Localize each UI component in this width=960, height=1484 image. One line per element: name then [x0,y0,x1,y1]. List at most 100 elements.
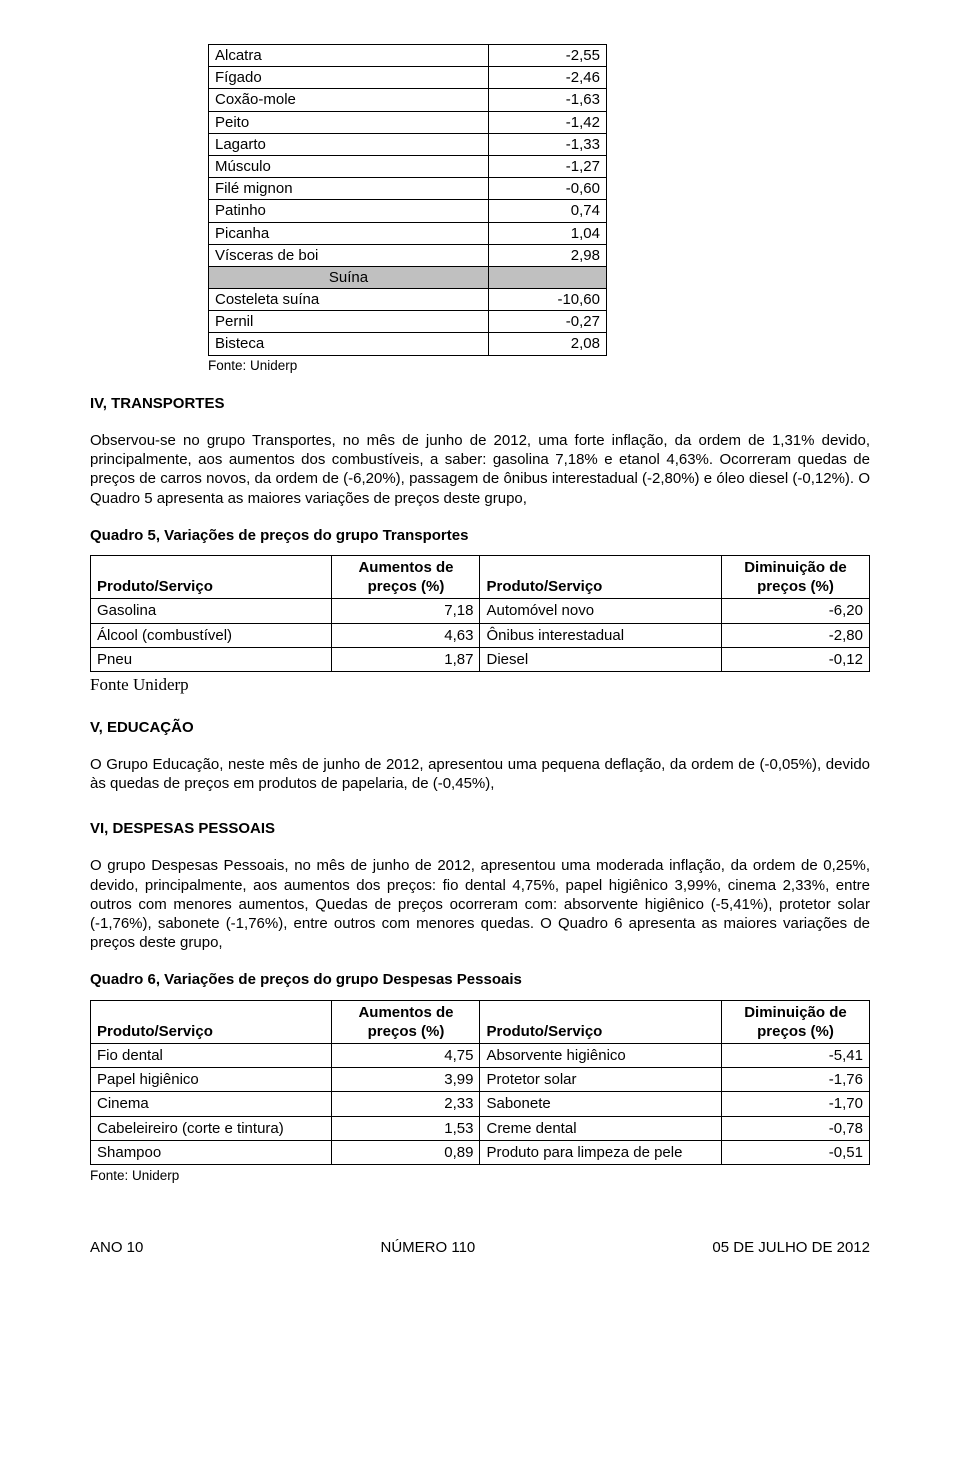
table-row: Bisteca2,08 [209,333,607,355]
cell-label: Músculo [209,155,489,177]
quadro6-table: Produto/Serviço Aumentos de preços (%) P… [90,1000,870,1165]
col-header: Produto/Serviço [480,1000,721,1043]
section-heading-educacao: V, EDUCAÇÃO [90,718,870,737]
table-row: Álcool (combustível)4,63Ônibus interesta… [91,623,870,647]
cell: 1,87 [332,647,480,671]
table-row: Patinho0,74 [209,200,607,222]
cell-value: -1,42 [489,111,607,133]
cell: 0,89 [332,1140,480,1164]
section-heading-despesas: VI, DESPESAS PESSOAIS [90,819,870,838]
section-heading-transportes: IV, TRANSPORTES [90,394,870,413]
cell-label: Alcatra [209,45,489,67]
col-header: Aumentos de preços (%) [332,556,480,599]
table-subheader: Suína [209,266,607,288]
cell: Ônibus interestadual [480,623,721,647]
quadro5-source: Fonte Uniderp [90,674,870,696]
table-row: Fio dental4,75Absorvente higiênico-5,41 [91,1043,870,1067]
cell-value: 1,04 [489,222,607,244]
cell-label: Lagarto [209,133,489,155]
table-row: Picanha1,04 [209,222,607,244]
table-row: Costeleta suína-10,60 [209,289,607,311]
cell: Pneu [91,647,332,671]
table-row: Gasolina7,18Automóvel novo-6,20 [91,599,870,623]
table-row: Papel higiênico3,99Protetor solar-1,76 [91,1068,870,1092]
cell: 3,99 [332,1068,480,1092]
section-paragraph: O grupo Despesas Pessoais, no mês de jun… [90,856,870,952]
meat-prices-table: Alcatra-2,55 Fígado-2,46 Coxão-mole-1,63… [208,44,607,356]
cell-label: Filé mignon [209,178,489,200]
table-row: Pneu1,87Diesel-0,12 [91,647,870,671]
cell: Sabonete [480,1092,721,1116]
col-header: Produto/Serviço [91,1000,332,1043]
table-row: Cinema2,33Sabonete-1,70 [91,1092,870,1116]
table-row: Shampoo0,89Produto para limpeza de pele-… [91,1140,870,1164]
quadro6-title: Quadro 6, Variações de preços do grupo D… [90,970,870,989]
cell-value: -2,55 [489,45,607,67]
cell-value: 2,08 [489,333,607,355]
section-paragraph: O Grupo Educação, neste mês de junho de … [90,755,870,793]
col-header: Diminuição de preços (%) [721,556,869,599]
cell-label: Costeleta suína [209,289,489,311]
cell-value: 0,74 [489,200,607,222]
footer-left: ANO 10 [90,1238,143,1257]
cell: Papel higiênico [91,1068,332,1092]
cell: Diesel [480,647,721,671]
table-row: Fígado-2,46 [209,67,607,89]
cell-label: Picanha [209,222,489,244]
cell: Álcool (combustível) [91,623,332,647]
cell: 4,63 [332,623,480,647]
cell: Creme dental [480,1116,721,1140]
cell: -1,70 [721,1092,869,1116]
cell-label: Vísceras de boi [209,244,489,266]
quadro5-title: Quadro 5, Variações de preços do grupo T… [90,526,870,545]
table-row: Filé mignon-0,60 [209,178,607,200]
cell-value: -0,27 [489,311,607,333]
footer-center: NÚMERO 110 [381,1238,476,1257]
cell-label: Coxão-mole [209,89,489,111]
table-row: Pernil-0,27 [209,311,607,333]
table-row: Peito-1,42 [209,111,607,133]
footer-right: 05 DE JULHO DE 2012 [712,1238,870,1257]
cell: Gasolina [91,599,332,623]
table-source: Fonte: Uniderp [208,357,870,374]
cell: -0,12 [721,647,869,671]
cell: Cinema [91,1092,332,1116]
cell-value: -10,60 [489,289,607,311]
quadro5-table: Produto/Serviço Aumentos de preços (%) P… [90,555,870,672]
page-footer: ANO 10 NÚMERO 110 05 DE JULHO DE 2012 [90,1238,870,1257]
cell-label: Pernil [209,311,489,333]
cell-value: -2,46 [489,67,607,89]
cell-label: Fígado [209,67,489,89]
col-header: Diminuição de preços (%) [721,1000,869,1043]
cell: -6,20 [721,599,869,623]
cell: 4,75 [332,1043,480,1067]
col-header: Aumentos de preços (%) [332,1000,480,1043]
cell: Produto para limpeza de pele [480,1140,721,1164]
table-row: Alcatra-2,55 [209,45,607,67]
cell-value: -1,27 [489,155,607,177]
cell: Fio dental [91,1043,332,1067]
empty-cell [489,266,607,288]
cell: Shampoo [91,1140,332,1164]
cell: Automóvel novo [480,599,721,623]
cell: -2,80 [721,623,869,647]
section-paragraph: Observou-se no grupo Transportes, no mês… [90,431,870,508]
cell: -0,78 [721,1116,869,1140]
table-row: Músculo-1,27 [209,155,607,177]
cell-value: -0,60 [489,178,607,200]
col-header: Produto/Serviço [91,556,332,599]
cell: Cabeleireiro (corte e tintura) [91,1116,332,1140]
cell-value: -1,63 [489,89,607,111]
cell-label: Bisteca [209,333,489,355]
cell: -5,41 [721,1043,869,1067]
table-row: Cabeleireiro (corte e tintura)1,53Creme … [91,1116,870,1140]
quadro6-source: Fonte: Uniderp [90,1167,870,1184]
cell-label: Peito [209,111,489,133]
table-row: Coxão-mole-1,63 [209,89,607,111]
suina-header: Suína [209,266,489,288]
table-row: Vísceras de boi2,98 [209,244,607,266]
cell: Protetor solar [480,1068,721,1092]
col-header: Produto/Serviço [480,556,721,599]
cell: -0,51 [721,1140,869,1164]
table-row: Lagarto-1,33 [209,133,607,155]
